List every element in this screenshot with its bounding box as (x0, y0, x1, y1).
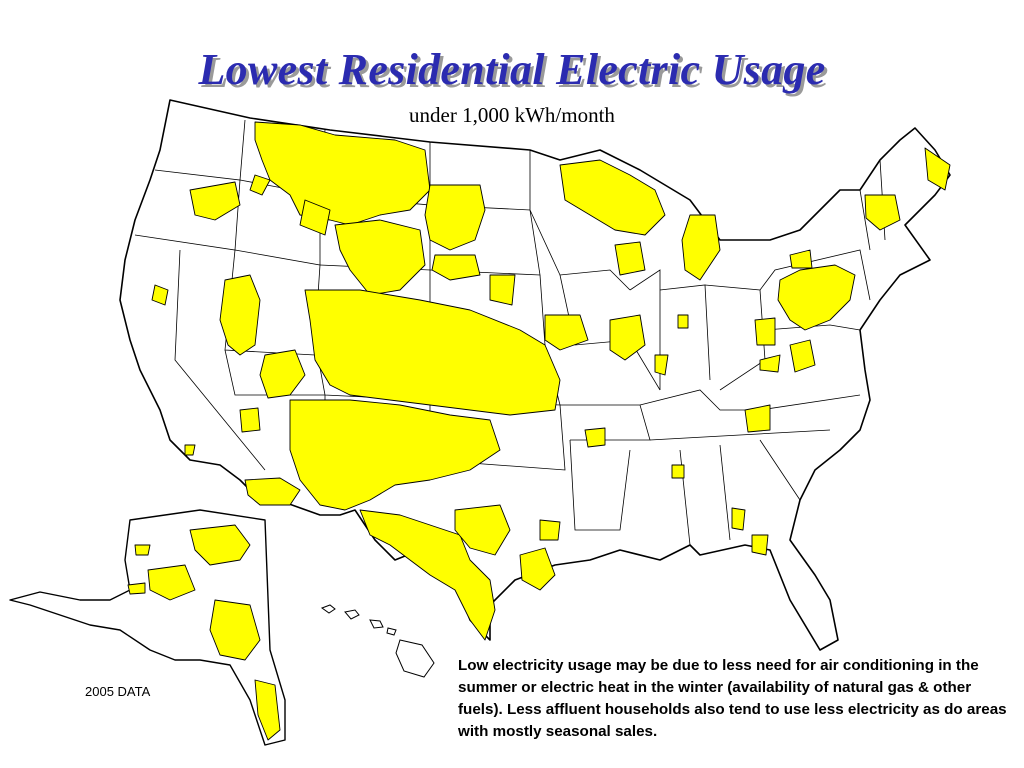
data-year-label: 2005 DATA (85, 684, 151, 699)
hawaii-islands (320, 604, 435, 678)
map-title: Lowest Residential Electric Usage (198, 45, 826, 94)
alaska-outline (9, 509, 286, 746)
explanatory-note: Low electricity usage may be due to less… (458, 657, 1007, 740)
low-usage-regions (127, 121, 951, 741)
map-subtitle: under 1,000 kWh/month (409, 103, 615, 127)
